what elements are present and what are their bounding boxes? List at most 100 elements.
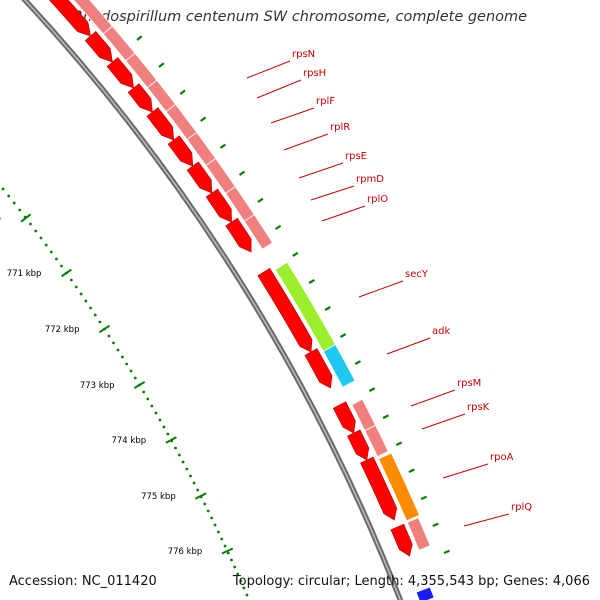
cds-arrow <box>257 267 313 353</box>
tick-dot <box>236 572 240 576</box>
label-leader <box>386 337 431 355</box>
cds-arrow <box>332 401 356 434</box>
tick-dot <box>158 418 162 422</box>
tick-dot <box>79 292 83 296</box>
cds-arrow <box>347 429 370 461</box>
tick-dot <box>213 523 217 527</box>
gene-labels: rpsN rpsH rplF rplR rpsE rpmD rplO secY adk rpsM r… <box>292 49 532 513</box>
tick-dot <box>1 187 5 191</box>
tick-dot <box>44 243 48 247</box>
tick-dot <box>120 355 124 359</box>
tick-dot <box>192 481 196 485</box>
tick-dot <box>69 278 73 282</box>
tick-mark <box>136 35 143 41</box>
tick-dot <box>39 236 43 240</box>
tick-dot <box>34 229 38 233</box>
tick-dot <box>242 586 246 590</box>
gene-block-rpoA <box>378 452 420 522</box>
tick-dot <box>185 467 189 471</box>
tick-mark <box>238 170 246 176</box>
gene-label: rpsN <box>292 49 315 60</box>
kbp-major-tick <box>60 268 72 278</box>
cds-arrow <box>127 83 153 113</box>
cds-arrow <box>225 217 252 253</box>
kbp-label: 772 kbp <box>45 325 80 335</box>
tick-dot <box>146 397 150 401</box>
label-leader <box>421 413 466 430</box>
tick-mark <box>308 278 315 284</box>
accession: Accession: NC_011420 <box>9 574 157 589</box>
tick-dot <box>245 593 249 597</box>
label-leader <box>321 205 366 222</box>
tick-dot <box>196 488 200 492</box>
cds-arrow <box>48 0 91 37</box>
tick-mark <box>275 224 282 230</box>
tick-mark <box>219 143 226 149</box>
label-leader <box>463 513 510 527</box>
kbp-major-tick <box>98 324 111 334</box>
tick-dot <box>133 376 137 380</box>
label-leader <box>358 280 404 298</box>
tick-dot <box>230 558 233 562</box>
tick-dot <box>203 502 207 506</box>
tick-mark <box>408 468 415 473</box>
tick-mark <box>432 522 439 528</box>
label-leader <box>283 133 329 151</box>
tick-mark <box>382 414 389 419</box>
topology: Topology: circular; Length: 4,355,543 bp… <box>232 574 590 589</box>
tick-dot <box>12 201 16 205</box>
cds-arrow <box>186 161 213 194</box>
gene-label: rplQ <box>511 502 532 513</box>
tick-dot <box>220 537 224 541</box>
tick-dot <box>181 460 185 464</box>
backbone-highlight <box>23 0 402 600</box>
gene-label: rplF <box>316 96 335 107</box>
tick-dot <box>189 474 192 478</box>
tick-dot <box>233 565 237 569</box>
tick-dot <box>226 551 230 555</box>
tick-dot <box>150 404 154 408</box>
label-leader <box>298 162 344 179</box>
tick-dot <box>74 285 78 289</box>
tick-dot <box>239 579 243 583</box>
cds-arrow <box>205 188 232 223</box>
gene-block <box>351 398 377 432</box>
gene-label: rpsH <box>303 68 326 79</box>
gene-block <box>364 424 389 458</box>
tick-mark <box>368 387 376 392</box>
tick-dot <box>116 348 120 352</box>
tick-mark <box>292 251 299 257</box>
tick-mark <box>179 89 186 95</box>
tick-dot <box>129 369 133 373</box>
tick-mark <box>339 333 347 338</box>
tick-dot <box>29 222 32 226</box>
tick-mark <box>158 62 165 68</box>
tick-dot <box>55 257 58 261</box>
tick-mark <box>395 441 403 446</box>
tick-dot <box>162 425 166 429</box>
tick-mark <box>420 495 428 501</box>
tick-dot <box>166 432 170 436</box>
tick-mark <box>324 306 331 311</box>
tick-dot <box>206 509 210 513</box>
kbp-major-tick <box>20 213 32 223</box>
gene-label: rpoA <box>490 452 514 463</box>
gene-label: rpsK <box>467 402 490 413</box>
gene-block <box>243 214 274 250</box>
gene-block-adk <box>322 344 356 388</box>
kbp-label: 776 kbp <box>168 547 203 557</box>
tick-dot <box>98 320 102 324</box>
kbp-label: 773 kbp <box>80 381 115 391</box>
kbp-label: 775 kbp <box>141 492 176 502</box>
kbp-major-tick <box>133 381 146 389</box>
gene-label: rplO <box>367 194 388 205</box>
tick-dot <box>210 516 214 520</box>
tick-dot <box>142 390 146 394</box>
cds-arrow <box>390 523 413 557</box>
gene-label: adk <box>432 326 450 337</box>
kbp-label: 771 kbp <box>7 269 42 279</box>
tick-dot <box>154 411 158 415</box>
tick-mark <box>354 360 361 365</box>
cds-arrow <box>360 456 398 521</box>
